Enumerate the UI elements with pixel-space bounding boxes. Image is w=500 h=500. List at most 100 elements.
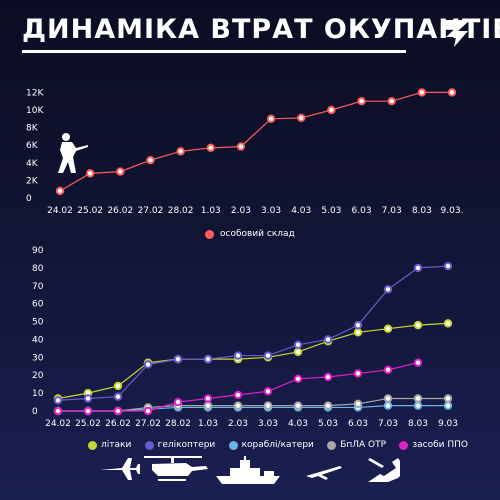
data-point-series-4	[263, 387, 273, 396]
y-tick-label: 6K	[26, 141, 39, 151]
x-tick-label: 26.02	[107, 206, 133, 216]
data-point-series-3	[263, 401, 273, 410]
title-underline	[22, 50, 406, 53]
legend-dot-personnel	[205, 229, 214, 239]
data-point-series-2	[383, 401, 393, 410]
chart1-lines	[59, 91, 452, 192]
legend-label-helicopters: гелікоптери	[157, 440, 216, 450]
x-tick-label: 2.03	[228, 419, 248, 429]
data-point-series-0	[357, 97, 366, 106]
data-point-series-4	[53, 406, 63, 416]
legend-entry-uav: БпЛА ОТР	[327, 440, 386, 450]
data-point-series-0	[206, 143, 215, 153]
x-tick-label: 27.02	[138, 206, 164, 216]
legend-label-personnel: особовий склад	[220, 229, 295, 239]
y-tick-label: 50	[32, 318, 44, 328]
legend-dot-ships	[228, 440, 238, 450]
chart2-points	[53, 261, 453, 416]
data-point-series-1	[173, 354, 183, 364]
data-point-series-4	[203, 394, 213, 403]
y-tick-label: 70	[32, 282, 44, 292]
data-point-series-1	[83, 394, 93, 403]
data-point-series-1	[113, 392, 123, 401]
chart2-y-ticks: 0 10 20 30 40 50 60 70 80 90	[32, 246, 44, 417]
y-tick-label: 80	[32, 264, 44, 274]
legend-dot-planes	[88, 440, 97, 450]
data-point-series-1	[143, 360, 153, 369]
chart1-x-ticks: 24.02 25.02 26.02 27.02 28.02 1.03 2.03 3.03 4.0…	[47, 206, 463, 216]
x-tick-label: 6.03	[348, 419, 368, 429]
data-point-series-1	[233, 351, 243, 360]
data-point-series-0	[113, 381, 123, 391]
x-tick-label: 24.02	[45, 419, 71, 429]
y-tick-label: 4K	[26, 159, 39, 169]
data-point-series-3	[293, 401, 303, 410]
y-tick-label: 20	[32, 371, 44, 381]
x-tick-label: 5.03	[318, 419, 338, 429]
chart-personnel: 0 2K 4K 6K 8K 10K 12K 24.02 25.02 26.02 27.02 28.0…	[26, 88, 463, 216]
data-point-series-0	[146, 155, 155, 165]
y-tick-label: 0	[32, 407, 38, 417]
data-point-series-4	[143, 406, 153, 416]
y-tick-label: 12K	[26, 88, 44, 98]
y-tick-label: 0	[26, 194, 32, 204]
data-point-series-1	[443, 261, 453, 271]
x-tick-label: 7.03	[382, 206, 402, 216]
data-point-series-0	[176, 147, 185, 156]
data-point-series-1	[353, 320, 363, 330]
chart2-legend: літаки гелікоптери кораблі/катери БпЛА О…	[88, 440, 468, 450]
data-point-series-0	[353, 328, 363, 337]
x-tick-label: 28.02	[165, 419, 191, 429]
data-point-series-0	[293, 347, 303, 357]
chart1-y-ticks: 0 2K 4K 6K 8K 10K 12K	[26, 88, 44, 204]
x-tick-label: 24.02	[47, 206, 73, 216]
page-title: ДИНАМІКА ВТРАТ ОКУПАНТІВ	[22, 14, 500, 45]
y-tick-label: 2K	[26, 176, 39, 186]
data-point-series-1	[263, 351, 273, 360]
x-tick-label: 6.03	[352, 206, 372, 216]
data-point-series-3	[443, 394, 453, 403]
y-tick-label: 60	[32, 300, 44, 310]
y-tick-label: 8K	[26, 124, 39, 134]
helicopter-silhouette-icon	[144, 456, 208, 481]
data-point-series-4	[173, 397, 183, 407]
x-tick-label: 5.03	[321, 206, 341, 216]
warship-silhouette-icon	[216, 456, 280, 484]
y-tick-label: 30	[32, 353, 44, 363]
missile-launcher-silhouette-icon	[368, 458, 400, 482]
x-tick-label: 28.02	[168, 206, 194, 216]
x-tick-label: 26.02	[105, 419, 131, 429]
data-point-series-3	[233, 401, 243, 410]
data-point-series-0	[443, 319, 453, 328]
x-tick-label: 2.03	[231, 206, 251, 216]
y-tick-label: 10	[32, 389, 44, 399]
data-point-series-1	[293, 340, 303, 350]
x-tick-label: 8.03	[412, 206, 432, 216]
stylized-3-logo-icon	[444, 20, 470, 47]
data-point-series-3	[323, 401, 333, 410]
x-tick-label: 3.03	[258, 419, 278, 429]
data-point-series-4	[233, 390, 243, 400]
legend-entry-planes: літаки	[88, 440, 131, 450]
x-tick-label: 25.02	[75, 419, 101, 429]
x-tick-label: 8.03	[408, 419, 428, 429]
data-point-series-3	[413, 394, 423, 403]
x-tick-label: 25.02	[77, 206, 103, 216]
chart2-x-ticks: 24.02 25.02 26.02 27.02 28.02 1.03 2.03 3.03 4.0…	[45, 419, 458, 429]
x-tick-label: 1.03	[198, 419, 218, 429]
y-tick-label: 40	[32, 335, 44, 345]
data-point-series-1	[323, 335, 333, 344]
x-tick-label: 9.03	[438, 419, 458, 429]
data-point-series-1	[203, 354, 213, 364]
data-point-series-4	[323, 372, 333, 382]
legend-entry-helicopters: гелікоптери	[144, 440, 216, 450]
x-tick-label: 7.03	[378, 419, 398, 429]
data-point-series-1	[383, 285, 393, 294]
legend-dot-helicopters	[144, 440, 154, 450]
series-line-0	[57, 322, 449, 400]
data-point-series-0	[417, 88, 427, 97]
data-point-series-0	[297, 113, 306, 123]
legend-label-air-defense: засоби ППО	[412, 440, 468, 450]
plane-silhouette-icon	[100, 458, 140, 480]
